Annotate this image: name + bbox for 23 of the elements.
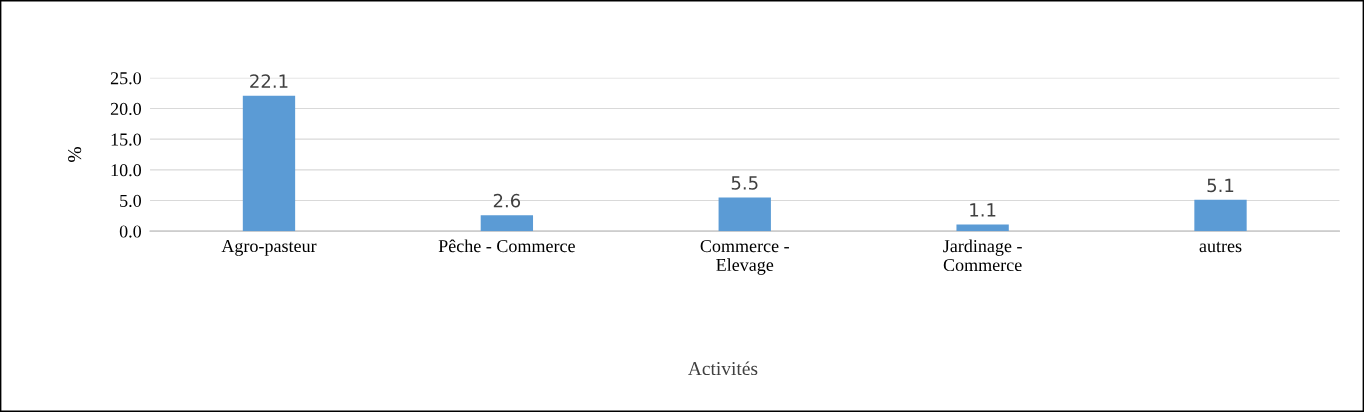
y-tick-label: 10.0: [111, 164, 142, 177]
bar: [956, 224, 1009, 232]
x-tick-label: Commerce - Elevage: [700, 240, 789, 275]
data-label: 1.1: [970, 203, 996, 217]
y-tick-label: 25.0: [110, 72, 142, 85]
data-label: 22.1: [250, 74, 288, 88]
y-tick-label: 15.0: [111, 133, 142, 146]
x-tick-label: Agro-pasteur: [221, 240, 317, 256]
bar: [718, 197, 771, 232]
y-axis-title: %: [68, 147, 82, 162]
x-tick-label: Pêche - Commerce: [438, 239, 575, 253]
bar: [242, 95, 296, 232]
y-tick-label: 0.0: [119, 225, 142, 238]
data-label: 5.5: [731, 176, 758, 190]
y-tick-label: 5.0: [120, 194, 142, 207]
x-tick-label: Jardinage - Commerce: [943, 239, 1022, 272]
y-tick-label: 20.0: [110, 102, 142, 116]
x-axis-title: Activités: [688, 361, 758, 376]
bar: [480, 215, 534, 232]
data-label: 2.6: [493, 193, 521, 208]
data-label: 5.1: [1207, 178, 1234, 193]
bar: [1194, 199, 1247, 232]
x-tick-label: autres: [1199, 241, 1242, 253]
